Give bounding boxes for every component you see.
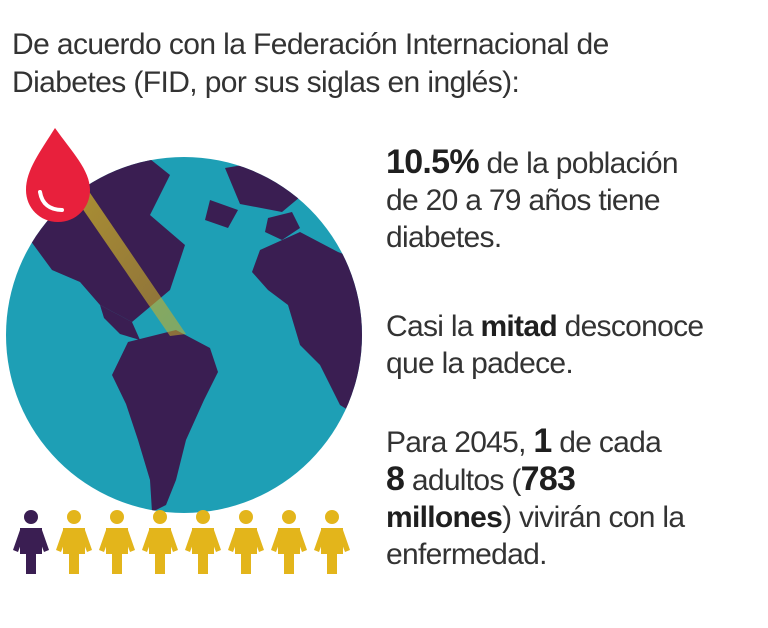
stat-projection-line-2: 8 adultos (783	[386, 461, 756, 499]
stat-unaware-pre: Casi la	[386, 310, 481, 343]
stat-prevalence-line-3: diabetes.	[386, 221, 502, 254]
stat-unaware-post: desconoce	[556, 310, 705, 343]
stat-unaware-line-1: Casi la mitad desconoce	[386, 308, 756, 345]
stat-prevalence-line-2: de 20 a 79 años tiene	[386, 184, 661, 217]
intro-heading-line-2: Diabetes (FID, por sus siglas en inglés)…	[12, 66, 520, 99]
people-row	[13, 510, 350, 574]
stat-unaware-line-2: que la padece.	[386, 347, 574, 380]
person-icon	[142, 510, 178, 574]
stat-projection-post-1: de cada	[551, 426, 662, 459]
stat-unaware: Casi la mitad desconoce que la padece.	[386, 308, 756, 382]
person-icon	[99, 510, 135, 574]
stat-prevalence: 10.5% de la población de 20 a 79 años ti…	[386, 144, 756, 256]
person-icon	[314, 510, 350, 574]
intro-heading: De acuerdo con la Federación Internacion…	[12, 26, 752, 102]
stat-prevalence-value: 10.5%	[386, 143, 480, 181]
person-icon	[56, 510, 92, 574]
stat-projection-num-3: 783	[520, 460, 576, 498]
stat-prevalence-line-1: 10.5% de la población	[386, 144, 756, 182]
intro-heading-line-1: De acuerdo con la Federación Internacion…	[12, 28, 609, 61]
stat-projection-mid: adultos (	[404, 464, 521, 497]
stat-prevalence-text-a: de la población	[478, 147, 679, 180]
person-icon	[271, 510, 307, 574]
person-icon	[228, 510, 264, 574]
stat-projection-line-4: enfermedad.	[386, 538, 547, 571]
stat-projection-num-4: millones	[386, 501, 503, 534]
person-icon	[13, 510, 49, 574]
stat-projection-pre: Para 2045,	[386, 426, 534, 459]
person-icon	[185, 510, 221, 574]
beam-shape	[60, 176, 186, 336]
stat-projection-num-2: 8	[386, 460, 405, 498]
stat-projection: Para 2045, 1 de cada 8 adultos (783 mill…	[386, 423, 756, 573]
stat-projection-line-1: Para 2045, 1 de cada	[386, 423, 756, 461]
blood-drop-icon	[26, 128, 90, 222]
stat-projection-post-2: ) vivirán con la	[502, 501, 685, 534]
stat-projection-num-1: 1	[533, 422, 552, 460]
stat-projection-line-3: millones) vivirán con la	[386, 499, 756, 536]
stat-unaware-highlight: mitad	[480, 310, 557, 343]
